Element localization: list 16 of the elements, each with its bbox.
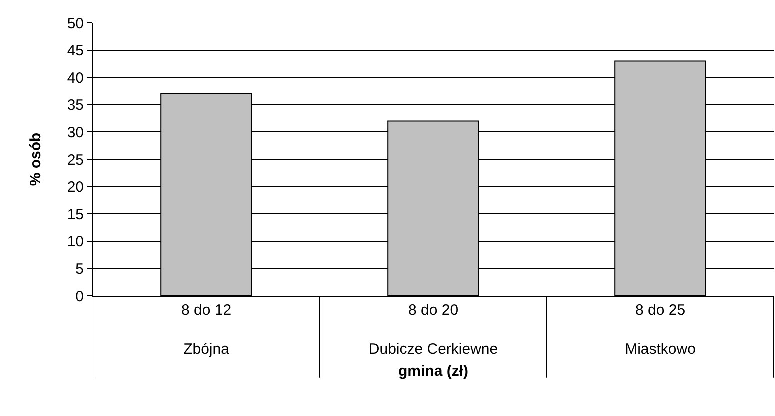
x-axis-title: gmina (zł) <box>398 363 468 380</box>
category-label: 8 do 12 Zbójna <box>181 302 232 358</box>
y-tick-label: 0 <box>76 288 84 306</box>
y-tick-label: 10 <box>67 234 84 251</box>
y-tick-label: 35 <box>67 97 84 114</box>
y-tick-label: 40 <box>67 70 84 87</box>
y-tick-label: 25 <box>67 152 84 169</box>
y-tick-label: 45 <box>67 42 84 60</box>
y-tick-label: 5 <box>76 260 84 278</box>
y-axis-title: % osób <box>28 132 45 186</box>
category-label: 8 do 25 Miastkowo <box>625 302 696 358</box>
y-tick-label: 50 <box>67 15 84 32</box>
y-tick-label: 15 <box>67 206 84 224</box>
y-tick-label: 30 <box>67 124 84 142</box>
category-label: 8 do 20 Dubicze Cerkiewne <box>368 302 498 358</box>
y-tick-label: 20 <box>67 179 84 196</box>
